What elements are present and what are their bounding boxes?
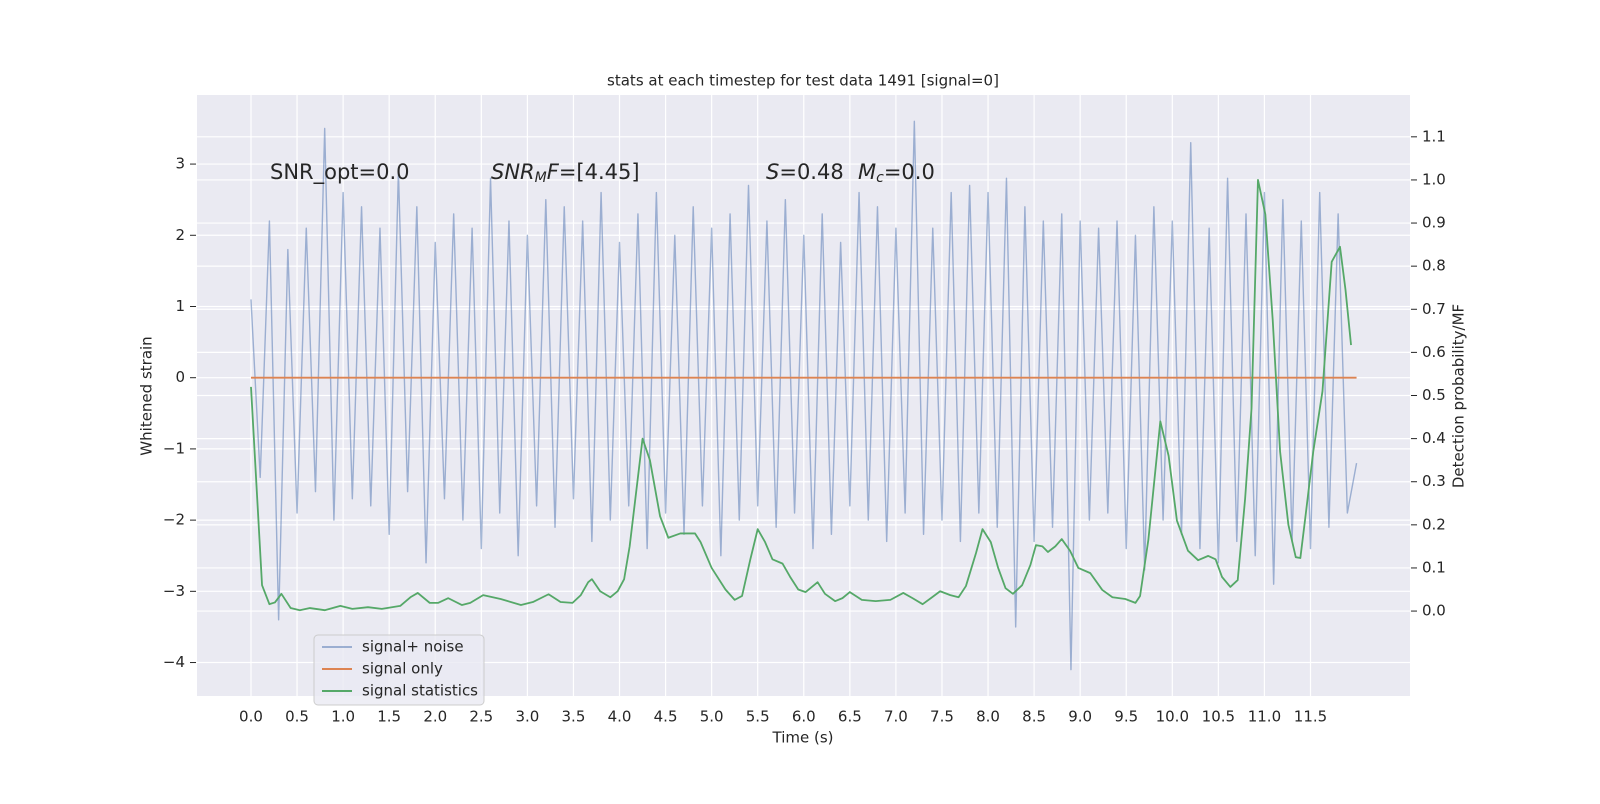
legend-label: signal statistics (362, 682, 478, 700)
legend-box (313, 634, 485, 706)
y2-tick-label: 1.0 (1422, 170, 1446, 188)
x-tick-label: 1.0 (331, 708, 355, 726)
y2-tick-label: 0.6 (1422, 343, 1446, 361)
y2-axis-label: Detection probability/MF (1450, 304, 1468, 488)
annotation-part: SNR (491, 160, 535, 184)
x-tick-label: 7.0 (884, 708, 908, 726)
x-tick-label: 9.0 (1068, 708, 1092, 726)
x-tick-label: 1.5 (377, 708, 401, 726)
y2-tick-label: 0.9 (1422, 214, 1446, 232)
x-tick-label: 5.5 (746, 708, 770, 726)
chart-title: stats at each timestep for test data 149… (607, 72, 999, 90)
y-tick-label: 0 (175, 368, 185, 386)
annotation-part: S (766, 160, 779, 184)
y-tick-label: −4 (163, 653, 185, 671)
x-tick-label: 6.0 (792, 708, 816, 726)
y-tick-label: −1 (163, 439, 185, 457)
y2-tick-label: 0.0 (1422, 602, 1446, 620)
y2-tick-label: 0.1 (1422, 558, 1446, 576)
x-tick-label: 0.5 (285, 708, 309, 726)
y2-tick-label: 0.7 (1422, 300, 1446, 318)
y2-tick-label: 1.1 (1422, 127, 1446, 145)
annotation-part: F (547, 160, 560, 184)
annotation: S=0.48 (766, 160, 844, 184)
x-tick-label: 10.0 (1156, 708, 1189, 726)
series-line (250, 179, 1352, 612)
x-tick-label: 9.5 (1114, 708, 1138, 726)
y-tick-label: 2 (175, 226, 185, 244)
annotation: Mc=0.0 (858, 160, 935, 186)
marks (250, 120, 1358, 671)
y2-tick-label: 0.5 (1422, 386, 1446, 404)
x-tick-label: 10.5 (1202, 708, 1235, 726)
annotation-part: M (858, 160, 876, 184)
legend-label: signal+ noise (362, 638, 464, 656)
annotation-part: =0.48 (779, 160, 843, 184)
annotation: SNR_opt=0.0 (270, 160, 410, 185)
y2-tick-label: 0.2 (1422, 515, 1446, 533)
y-tick-label: 1 (175, 297, 185, 315)
y-tick-label: 3 (175, 155, 185, 173)
annotation-part: M (535, 170, 547, 186)
legend-label: signal only (362, 660, 443, 678)
annotation-part: =0.0 (884, 160, 935, 184)
annotation-part: c (876, 170, 884, 186)
x-tick-label: 8.0 (976, 708, 1000, 726)
x-axis-label: Time (s) (772, 729, 834, 747)
annotation-part: SNR_opt=0.0 (270, 160, 410, 185)
y2-tick-label: 0.3 (1422, 472, 1446, 490)
legend: signal+ noise signal only signal statistic… (313, 634, 485, 706)
x-tick-label: 0.0 (239, 708, 263, 726)
x-tick-label: 11.0 (1248, 708, 1281, 726)
annotation: SNRMF=[4.45] (491, 160, 640, 186)
y-axis-label: Whitened strain (138, 336, 156, 455)
x-tick-label: 11.5 (1294, 708, 1327, 726)
x-tick-label: 5.0 (700, 708, 724, 726)
y-tick-label: −3 (163, 582, 185, 600)
annotation-part: =[4.45] (559, 160, 640, 184)
x-tick-label: 4.5 (654, 708, 678, 726)
y2-tick-label: 0.4 (1422, 429, 1446, 447)
x-tick-label: 6.5 (838, 708, 862, 726)
series-line (250, 120, 1358, 671)
labels: 0.0 0.5 1.0 1.5 2.0 2.5 3.0 3.5 4.0 4.5 5.0 5.5 6.0 6… (163, 127, 1446, 725)
x-tick-label: 4.0 (608, 708, 632, 726)
x-tick-label: 3.0 (515, 708, 539, 726)
x-tick-label: 3.5 (562, 708, 586, 726)
y2-tick-label: 0.8 (1422, 257, 1446, 275)
x-tick-label: 2.0 (423, 708, 447, 726)
x-tick-label: 8.5 (1022, 708, 1046, 726)
x-tick-label: 7.5 (930, 708, 954, 726)
y-tick-label: −2 (163, 511, 185, 529)
x-tick-label: 2.5 (469, 708, 493, 726)
